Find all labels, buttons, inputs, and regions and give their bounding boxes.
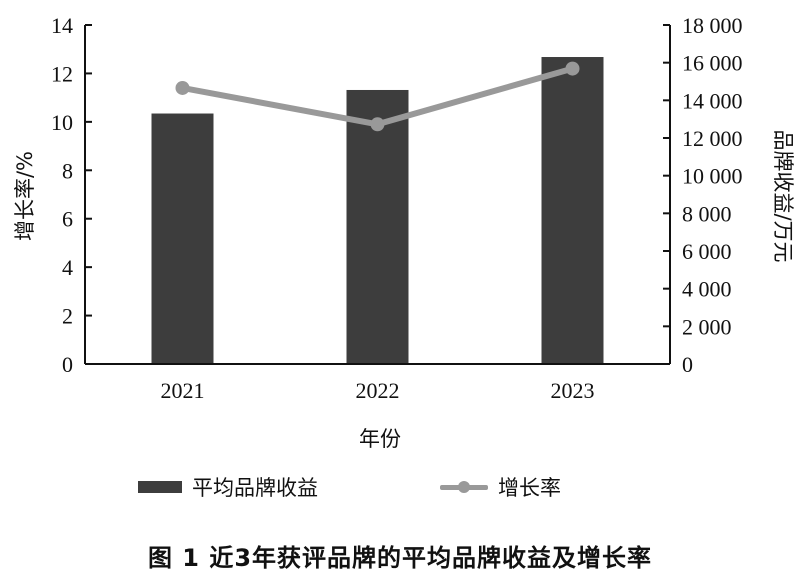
right-tick-label: 14 000: [682, 88, 743, 113]
left-tick-label: 8: [62, 158, 73, 183]
x-axis-title: 年份: [359, 427, 401, 451]
legend-label-revenue: 平均品牌收益: [192, 476, 318, 500]
x-tick-label: 2021: [161, 378, 205, 403]
growth-point-marker-icon: [565, 61, 580, 76]
plot-area: [151, 57, 604, 365]
left-axis-title: 增长率/%: [13, 151, 37, 241]
right-tick-label: 12 000: [682, 126, 743, 151]
left-tick-label: 12: [51, 61, 73, 86]
bar-swatch-icon: [138, 481, 182, 493]
right-tick-label: 16 000: [682, 51, 743, 76]
x-axis: 2021 2022 2023: [85, 363, 670, 403]
left-tick-label: 2: [62, 304, 73, 329]
right-tick-label: 4 000: [682, 277, 732, 302]
growth-point-marker-icon: [175, 80, 190, 95]
line-marker-swatch-icon: [440, 481, 488, 493]
right-axis-title: 品牌收益/万元: [771, 129, 795, 262]
legend-item-revenue: 平均品牌收益: [138, 470, 318, 504]
left-y-axis: 0 2 4 6 8 10 12 14: [51, 13, 92, 377]
x-tick-label: 2022: [356, 378, 400, 403]
right-tick-label: 6 000: [682, 239, 732, 264]
right-tick-label: 8 000: [682, 201, 732, 226]
right-tick-label: 10 000: [682, 164, 743, 189]
left-tick-label: 0: [62, 352, 73, 377]
left-tick-label: 4: [62, 255, 73, 280]
x-tick-label: 2023: [551, 378, 595, 403]
legend: 平均品牌收益 增长率: [0, 470, 800, 504]
legend-label-growth: 增长率: [498, 476, 561, 500]
revenue-bar: [346, 89, 409, 364]
left-tick-label: 14: [51, 13, 73, 38]
legend-item-growth: 增长率: [440, 470, 561, 504]
right-tick-label: 18 000: [682, 13, 743, 38]
left-tick-label: 6: [62, 207, 73, 232]
revenue-bar: [541, 57, 604, 365]
right-tick-label: 0: [682, 352, 693, 377]
figure-caption: 图 1 近3年获评品牌的平均品牌收益及增长率: [147, 544, 653, 572]
growth-point-marker-icon: [370, 117, 385, 132]
revenue-bar: [151, 113, 214, 365]
left-tick-label: 10: [51, 110, 73, 135]
right-tick-label: 2 000: [682, 314, 732, 339]
right-y-axis: 0 2 000 4 000 6 000 8 000 10 000 12 000 14 000 1…: [663, 13, 743, 377]
